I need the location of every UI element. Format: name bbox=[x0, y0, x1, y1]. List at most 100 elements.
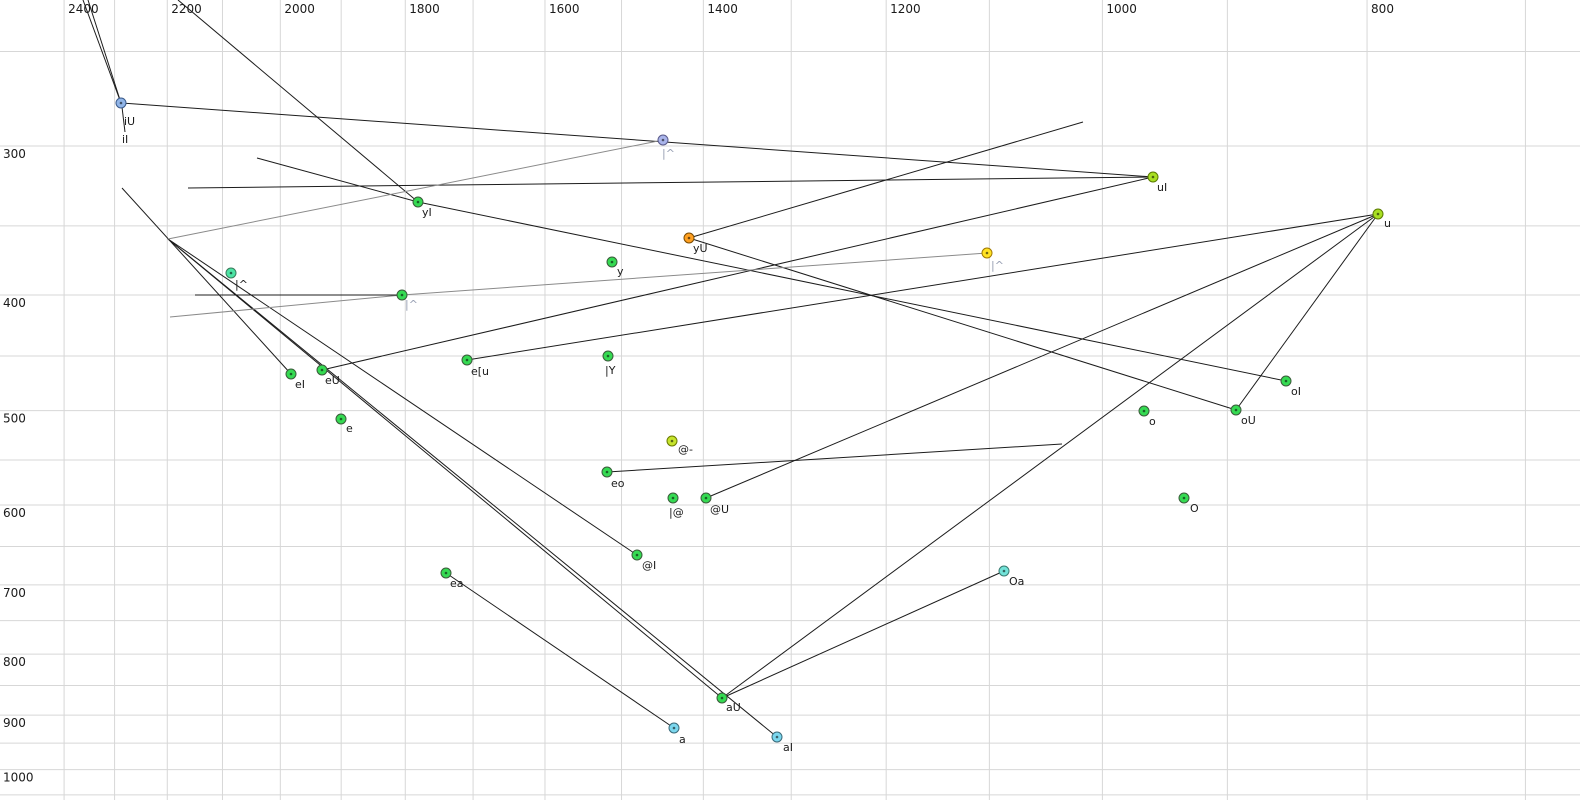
y-axis-tick-label: 800 bbox=[3, 655, 26, 669]
traj-oU-u bbox=[1235, 213, 1379, 411]
data-point-center-dot bbox=[670, 439, 674, 443]
traj-top-to-yI bbox=[177, 0, 419, 203]
x-axis-tick-label: 1600 bbox=[549, 2, 580, 16]
traj-iI-up-b bbox=[87, 0, 122, 104]
vowel-label-e: e bbox=[346, 422, 353, 435]
y-axis-tick-label: 500 bbox=[3, 412, 26, 426]
traj-eU-uI bbox=[321, 176, 1154, 371]
vowel-label-Oa: Oa bbox=[1009, 575, 1024, 588]
vowel-label-|^: |^ bbox=[662, 147, 675, 160]
traj-gray-lav bbox=[167, 139, 664, 240]
data-point-center-dot bbox=[1284, 379, 1288, 383]
y-axis-tick-label: 600 bbox=[3, 506, 26, 520]
data-point-center-dot bbox=[320, 368, 324, 372]
data-point-center-dot bbox=[1151, 175, 1155, 179]
data-point-center-dot bbox=[400, 293, 404, 297]
traj-uI-to-I bbox=[187, 176, 1154, 189]
vowel-label-|@: |@ bbox=[669, 506, 684, 519]
vowel-label-u: u bbox=[1384, 217, 1391, 230]
x-axis-tick-label: 800 bbox=[1371, 2, 1394, 16]
vowel-label-yU: yU bbox=[693, 242, 708, 255]
data-point-center-dot bbox=[229, 271, 233, 275]
y-axis-tick-label: 300 bbox=[3, 147, 26, 161]
data-point-center-dot bbox=[606, 354, 610, 358]
traj-aI bbox=[167, 238, 778, 738]
traj-aU-front bbox=[167, 238, 723, 699]
data-point-center-dot bbox=[671, 496, 675, 500]
traj-gray-grn-l bbox=[169, 294, 403, 318]
data-point-center-dot bbox=[687, 236, 691, 240]
data-point-center-dot bbox=[605, 470, 609, 474]
vowel-label-|Y: |Y bbox=[605, 364, 616, 377]
data-point-center-dot bbox=[672, 726, 676, 730]
vowel-label-|^: |^ bbox=[235, 278, 248, 291]
traj-aU-u bbox=[721, 213, 1379, 699]
y-axis-tick-label: 700 bbox=[3, 586, 26, 600]
data-point-center-dot bbox=[775, 735, 779, 739]
vowel-label-y: y bbox=[617, 265, 624, 278]
vowel-label-iU: iU bbox=[124, 115, 135, 128]
y-axis-tick-label: 900 bbox=[3, 716, 26, 730]
x-axis-tick-label: 1800 bbox=[409, 2, 440, 16]
traj-eo bbox=[606, 443, 1063, 473]
data-point-center-dot bbox=[704, 496, 708, 500]
traj-iU-to-uI bbox=[120, 102, 1154, 178]
y-axis-tick-label: 1000 bbox=[3, 771, 34, 785]
data-point-center-dot bbox=[289, 372, 293, 376]
traj-eI bbox=[121, 187, 292, 375]
data-point-center-dot bbox=[465, 358, 469, 362]
x-axis-tick-label: 1400 bbox=[707, 2, 738, 16]
vowel-label-aI: aI bbox=[783, 741, 793, 754]
x-axis-tick-label: 1000 bbox=[1106, 2, 1137, 16]
vowel-label-uI: uI bbox=[1157, 181, 1167, 194]
traj-e[u-u bbox=[466, 213, 1379, 361]
vowel-label-|^: |^ bbox=[405, 298, 418, 311]
vowel-label-o: o bbox=[1149, 415, 1156, 428]
data-point-center-dot bbox=[339, 417, 343, 421]
data-point-center-dot bbox=[610, 260, 614, 264]
traj-iI-up-a bbox=[82, 0, 122, 104]
data-point-center-dot bbox=[1142, 409, 1146, 413]
vowel-label-eU: eU bbox=[325, 374, 340, 387]
vowel-label-eo: eo bbox=[611, 477, 625, 490]
traj-Oa-aU bbox=[721, 570, 1005, 699]
data-point-center-dot bbox=[1182, 496, 1186, 500]
vowel-label-oI: oI bbox=[1291, 385, 1301, 398]
x-axis-tick-label: 2400 bbox=[68, 2, 99, 16]
traj-gray-grn-r bbox=[401, 252, 988, 296]
vowel-label-e[u: e[u bbox=[471, 365, 489, 378]
traj-@U-u bbox=[705, 213, 1379, 499]
data-point-center-dot bbox=[661, 138, 665, 142]
traj-yI-oI bbox=[417, 201, 1287, 382]
traj-yU-up bbox=[688, 121, 1084, 239]
vowel-label-oU: oU bbox=[1241, 414, 1256, 427]
data-point-center-dot bbox=[119, 101, 123, 105]
x-axis-tick-label: 2000 bbox=[284, 2, 315, 16]
x-axis-tick-label: 2200 bbox=[171, 2, 202, 16]
traj-ea-a bbox=[445, 572, 675, 729]
vowel-label-@U: @U bbox=[710, 503, 729, 516]
vowel-label-ea: ea bbox=[450, 577, 464, 590]
data-point-center-dot bbox=[1376, 212, 1380, 216]
data-point-center-dot bbox=[985, 251, 989, 255]
traj-@I bbox=[167, 238, 638, 556]
data-point-center-dot bbox=[416, 200, 420, 204]
leader-iI bbox=[121, 106, 126, 133]
y-axis-tick-label: 400 bbox=[3, 296, 26, 310]
vowel-label-@-: @- bbox=[678, 443, 693, 456]
vowel-label-yI: yI bbox=[422, 206, 432, 219]
traj-yU-oU bbox=[688, 237, 1237, 411]
data-point-center-dot bbox=[1002, 569, 1006, 573]
data-point-center-dot bbox=[720, 696, 724, 700]
vowel-label-|^: |^ bbox=[991, 259, 1004, 272]
traj-stub-to-yI bbox=[256, 157, 419, 203]
data-point-center-dot bbox=[1234, 408, 1238, 412]
data-point-center-dot bbox=[444, 571, 448, 575]
vowel-label-O: O bbox=[1190, 502, 1199, 515]
vowel-label-aU: aU bbox=[726, 701, 741, 714]
vowel-label-eI: eI bbox=[295, 378, 305, 391]
data-point-center-dot bbox=[635, 553, 639, 557]
vowel-label-a: a bbox=[679, 733, 686, 746]
